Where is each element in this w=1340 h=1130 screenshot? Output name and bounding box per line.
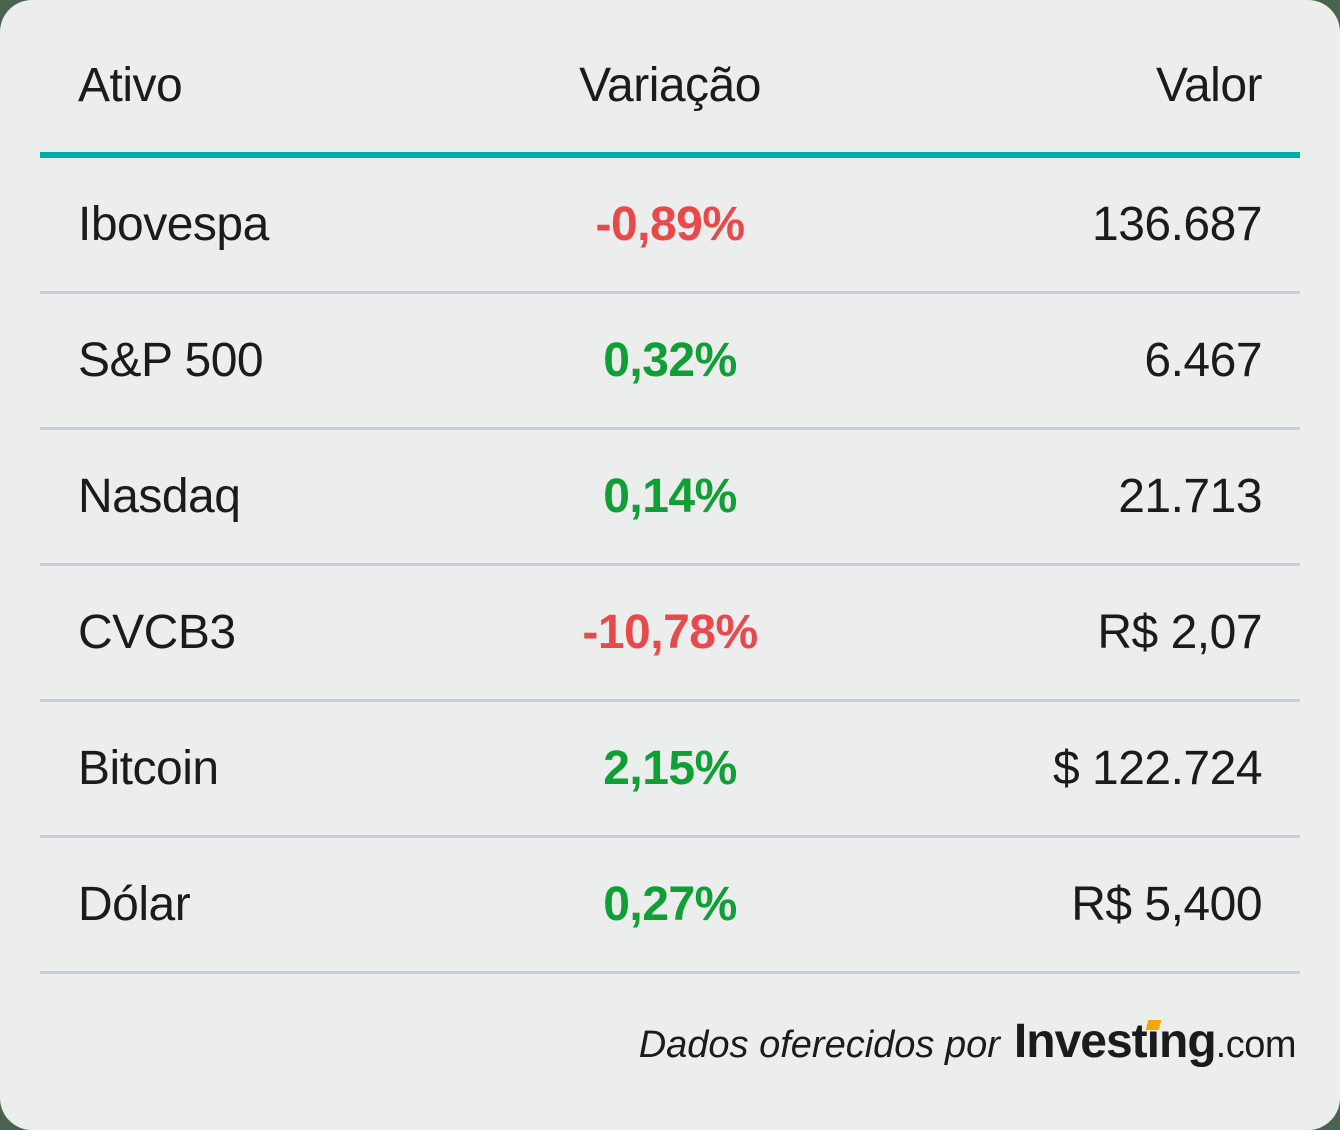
table-row-bitcoin: Bitcoin 2,15% $ 122.724 (40, 702, 1300, 838)
asset-change: -0,89% (595, 198, 745, 251)
asset-change: 0,27% (603, 878, 737, 931)
asset-change: 0,14% (603, 470, 737, 523)
attribution-text: Dados oferecidos por (638, 1024, 1000, 1066)
table-row-sp500: S&P 500 0,32% 6.467 (40, 294, 1300, 430)
table-row-ibovespa: Ibovespa -0,89% 136.687 (40, 158, 1300, 294)
asset-change: 2,15% (603, 742, 737, 795)
table-row-dolar: Dólar 0,27% R$ 5,400 (40, 838, 1300, 974)
investing-wordmark: Invest ıng (1013, 1014, 1217, 1069)
wordmark-suffix: ng (1159, 1015, 1217, 1068)
table-row-cvcb3: CVCB3 -10,78% R$ 2,07 (40, 566, 1300, 702)
asset-value: R$ 5,400 (1071, 878, 1263, 931)
asset-change: 0,32% (603, 334, 737, 387)
orange-tittle-icon (1145, 1020, 1161, 1030)
wordmark-accent-i: ı (1145, 1014, 1161, 1069)
column-header-valor: Valor (1156, 58, 1263, 112)
asset-name: Bitcoin (78, 742, 219, 795)
asset-value: 21.713 (1118, 470, 1263, 523)
attribution-footer: Dados oferecidos por Invest ıng.com (0, 1014, 1340, 1130)
market-table: Ativo Variação Valor Ibovespa -0,89% 136… (40, 0, 1300, 974)
column-header-ativo: Ativo (78, 58, 183, 112)
asset-value: R$ 2,07 (1097, 606, 1263, 659)
asset-change: -10,78% (582, 606, 758, 659)
asset-value: 136.687 (1092, 198, 1263, 251)
asset-value: 6.467 (1144, 334, 1263, 387)
asset-name: Dólar (78, 878, 191, 931)
wordmark-prefix: Invest (1013, 1015, 1148, 1068)
asset-value: $ 122.724 (1052, 742, 1263, 795)
asset-name: CVCB3 (78, 606, 236, 659)
asset-name: Nasdaq (78, 470, 241, 523)
attribution-line: Dados oferecidos por Invest ıng.com (0, 1014, 1297, 1069)
column-header-variacao: Variação (579, 58, 761, 112)
investing-logo: Invest ıng.com (1014, 1015, 1297, 1068)
table-row-nasdaq: Nasdaq 0,14% 21.713 (40, 430, 1300, 566)
asset-name: Ibovespa (78, 198, 269, 251)
asset-name: S&P 500 (78, 334, 264, 387)
table-header-row: Ativo Variação Valor (40, 0, 1300, 158)
investing-domain: .com (1215, 1024, 1297, 1066)
